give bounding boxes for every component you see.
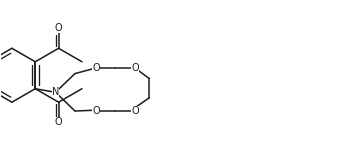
Text: O: O: [92, 106, 100, 116]
Text: O: O: [92, 63, 100, 73]
Text: O: O: [131, 106, 139, 116]
Text: O: O: [55, 23, 62, 33]
Text: N: N: [52, 87, 59, 97]
Text: O: O: [55, 117, 62, 127]
Text: O: O: [131, 63, 139, 73]
